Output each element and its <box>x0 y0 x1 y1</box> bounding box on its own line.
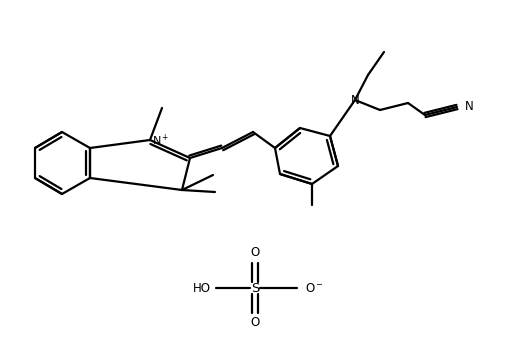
Text: N: N <box>351 94 359 106</box>
Text: O: O <box>250 246 260 260</box>
Text: N$^+$: N$^+$ <box>152 132 170 148</box>
Text: O: O <box>250 316 260 330</box>
Text: N: N <box>465 101 474 113</box>
Text: S: S <box>251 282 259 294</box>
Text: O$^-$: O$^-$ <box>305 282 324 294</box>
Text: HO: HO <box>193 282 211 294</box>
